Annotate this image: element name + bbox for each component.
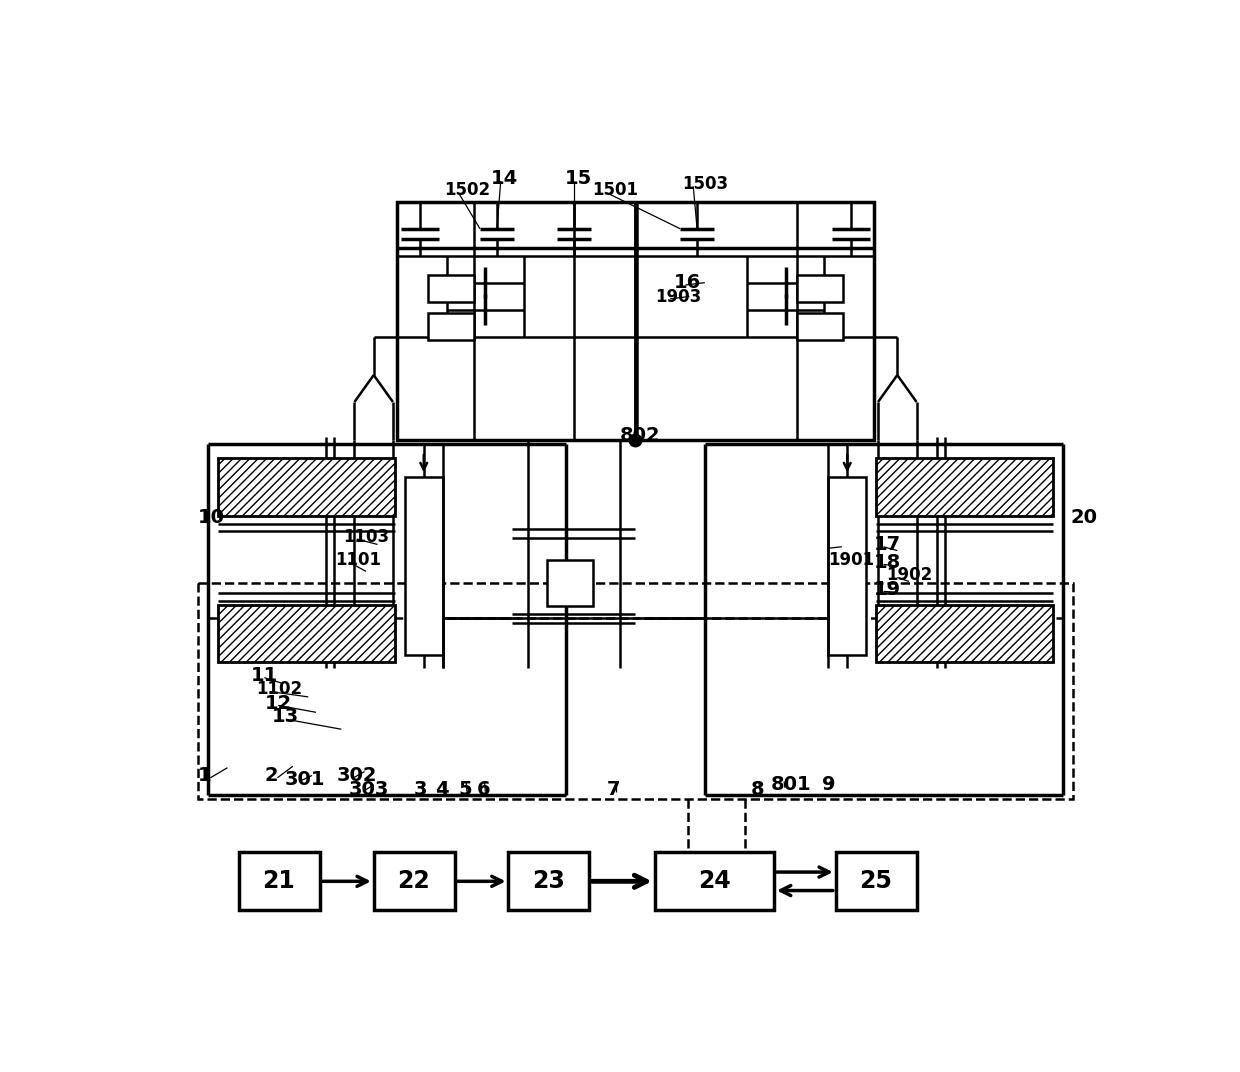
Bar — [373, 852, 455, 910]
Text: 8: 8 — [751, 779, 765, 799]
Bar — [397, 202, 874, 441]
Bar — [828, 477, 867, 655]
Text: 1902: 1902 — [887, 566, 932, 584]
Text: 15: 15 — [564, 169, 591, 189]
Text: 301: 301 — [285, 770, 326, 789]
Bar — [404, 477, 443, 655]
Text: 6: 6 — [477, 779, 491, 799]
Text: 16: 16 — [675, 273, 702, 293]
Text: 1102: 1102 — [255, 681, 303, 698]
Text: 1101: 1101 — [335, 551, 381, 569]
Bar — [218, 458, 396, 516]
Bar — [198, 583, 1073, 799]
Text: 24: 24 — [698, 869, 730, 893]
Text: 10: 10 — [198, 508, 226, 527]
Text: 1502: 1502 — [444, 181, 491, 199]
Text: 3: 3 — [414, 779, 428, 799]
Text: 801: 801 — [771, 775, 812, 794]
Text: 21: 21 — [263, 869, 295, 893]
Text: 9: 9 — [822, 775, 836, 794]
Bar — [218, 605, 396, 662]
Text: 4: 4 — [435, 779, 449, 799]
Text: 18: 18 — [874, 553, 901, 571]
Text: 12: 12 — [264, 694, 291, 713]
Bar — [797, 274, 843, 302]
Bar — [875, 458, 1053, 516]
Bar — [547, 560, 593, 606]
Text: 1501: 1501 — [593, 181, 639, 199]
Text: 23: 23 — [532, 869, 565, 893]
Bar — [428, 313, 474, 341]
Text: 20: 20 — [1070, 508, 1097, 527]
Text: 2: 2 — [264, 765, 278, 785]
Bar — [836, 852, 916, 910]
Text: 25: 25 — [859, 869, 892, 893]
Bar — [428, 274, 474, 302]
Text: 17: 17 — [874, 535, 901, 554]
Text: 302: 302 — [337, 765, 377, 785]
Text: 11: 11 — [250, 666, 278, 685]
Text: 1903: 1903 — [656, 287, 702, 306]
Text: 303: 303 — [350, 779, 389, 799]
Text: 1901: 1901 — [828, 551, 874, 569]
Text: 1: 1 — [198, 765, 212, 785]
Bar — [797, 313, 843, 341]
Text: 802: 802 — [620, 426, 661, 445]
Text: 19: 19 — [874, 580, 901, 598]
Bar — [875, 605, 1053, 662]
Bar — [508, 852, 589, 910]
Text: 22: 22 — [397, 869, 430, 893]
Bar — [655, 852, 774, 910]
Text: 14: 14 — [491, 169, 518, 189]
Text: 13: 13 — [272, 708, 299, 727]
Bar — [239, 852, 320, 910]
Text: 1103: 1103 — [343, 527, 389, 546]
Text: 7: 7 — [608, 779, 620, 799]
Text: 1503: 1503 — [682, 175, 728, 193]
Text: 5: 5 — [459, 779, 472, 799]
